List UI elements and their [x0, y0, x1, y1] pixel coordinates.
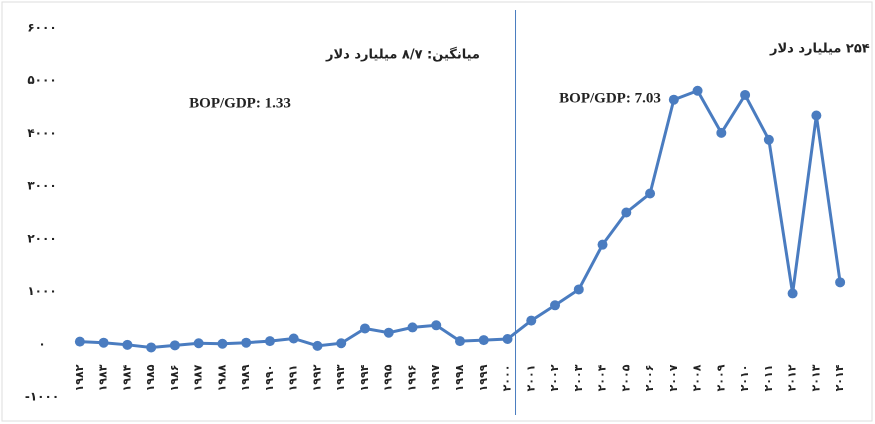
y-tick-label: ۵۰۰۰	[27, 73, 56, 87]
x-tick-label: ۱۹۹۳	[334, 364, 347, 391]
x-tick-label: ۱۹۸۸	[215, 364, 228, 391]
x-tick-label: ۲۰۰۹	[714, 364, 727, 391]
marker	[193, 338, 204, 349]
x-tick-label: ۲۰۰۲	[548, 364, 561, 391]
x-tick-label: ۱۹۸۹	[239, 364, 252, 391]
x-tick-label: ۲۰۰۷	[667, 364, 680, 391]
marker	[668, 94, 679, 105]
marker	[597, 239, 608, 250]
x-tick-label: ۱۹۹۵	[382, 364, 395, 391]
x-tick-label: ۱۹۹۹	[477, 364, 490, 391]
marker	[217, 338, 228, 349]
x-tick-label: ۲۰۱۴	[833, 364, 846, 391]
marker	[740, 89, 751, 100]
marker	[336, 338, 347, 349]
y-tick-label: -۱۰۰۰	[25, 390, 59, 404]
marker	[122, 339, 133, 350]
y-tick-label: ۲۰۰۰	[27, 231, 56, 245]
x-tick-label: ۲۰۱۲	[786, 364, 799, 391]
x-tick-label: ۲۰۱۳	[809, 364, 822, 391]
annotation: BOP/GDP: 7.03	[559, 90, 661, 106]
x-tick-label: ۲۰۰۶	[643, 365, 656, 392]
y-tick-label: ۳۰۰۰	[27, 179, 56, 193]
x-tick-label: ۲۰۰۰	[501, 365, 514, 392]
y-tick-label: ۱۰۰۰	[27, 284, 56, 298]
marker	[573, 284, 584, 295]
x-tick-label: ۱۹۹۲	[310, 364, 323, 391]
marker	[407, 322, 418, 333]
x-tick-label: ۲۰۰۵	[619, 364, 632, 391]
x-tick-label: ۲۰۰۱	[524, 365, 537, 392]
marker	[692, 85, 703, 96]
x-tick-label: ۱۹۹۸	[453, 364, 466, 391]
marker	[478, 335, 489, 346]
marker	[835, 277, 846, 288]
marker	[811, 110, 822, 121]
marker	[146, 342, 157, 353]
x-tick-label: ۱۹۸۵	[144, 364, 157, 391]
marker	[455, 336, 465, 347]
marker	[763, 134, 774, 145]
x-tick-label: ۲۰۰۸	[691, 364, 704, 391]
y-tick-label: ۶۰۰۰	[27, 21, 56, 35]
marker	[645, 188, 656, 199]
line	[79, 88, 842, 349]
marker	[359, 323, 370, 334]
annotation: میانگین: ۲۵۴ میلیارد دلار	[769, 41, 875, 57]
marker	[312, 340, 323, 351]
x-tick-label: ۱۹۹۷	[429, 364, 442, 391]
marker	[502, 334, 513, 345]
x-tick-label: ۱۹۹۶	[405, 365, 418, 392]
x-tick-label: ۱۹۹۰	[263, 365, 276, 392]
x-tick-label: ۲۰۰۳	[572, 364, 585, 391]
x-tick-label: ۱۹۸۳	[97, 364, 110, 391]
marker	[787, 288, 798, 299]
marker	[264, 336, 275, 347]
marker	[288, 333, 299, 344]
x-tick-label: ۱۹۸۶	[168, 365, 181, 392]
marker	[431, 320, 442, 331]
marker	[550, 300, 561, 311]
x-tick-label: ۱۹۸۷	[192, 364, 205, 391]
marker	[98, 337, 109, 348]
x-tick-label: ۱۹۸۴	[120, 364, 133, 391]
marker	[383, 327, 394, 338]
annotation: BOP/GDP: 1.33	[189, 95, 291, 111]
marker	[526, 315, 537, 326]
x-tick-label: ۱۹۹۱	[287, 365, 300, 392]
marker	[621, 207, 632, 218]
marker	[241, 337, 252, 348]
x-tick-label: ۲۰۱۱	[762, 365, 775, 392]
y-tick-label: ۰	[38, 337, 45, 351]
x-tick-label: ۱۹۹۴	[358, 364, 371, 391]
marker	[716, 127, 727, 138]
x-tick-label: ۲۰۰۴	[596, 364, 609, 391]
marker	[169, 340, 180, 351]
marker	[74, 336, 85, 347]
y-tick-label: ۴۰۰۰	[27, 126, 56, 140]
x-tick-label: ۱۹۸۲	[73, 364, 86, 391]
x-tick-label: ۲۰۱۰	[738, 365, 751, 392]
annotation: میانگین: ۸/۷ میلیارد دلار	[325, 47, 480, 63]
